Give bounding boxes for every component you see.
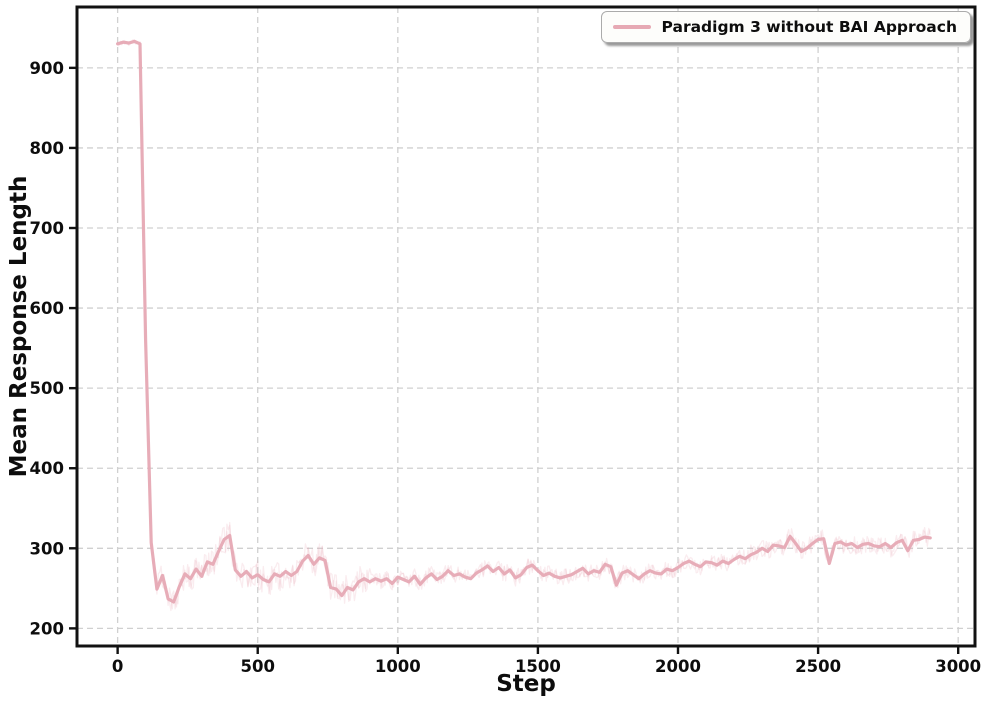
x-tick-label: 1000	[375, 657, 421, 676]
y-tick-label: 900	[30, 59, 64, 78]
y-tick-label: 500	[30, 379, 64, 398]
x-tick-label: 1500	[515, 657, 561, 676]
x-tick-label: 2000	[655, 657, 701, 676]
y-tick-label: 200	[30, 619, 64, 638]
raw-data-band	[117, 39, 931, 610]
x-tick-label: 500	[240, 657, 274, 676]
x-axis-label: Step	[496, 671, 556, 697]
legend: Paradigm 3 without BAI Approach	[600, 11, 971, 43]
y-tick-label: 700	[30, 219, 64, 238]
y-tick-label: 600	[30, 299, 64, 318]
x-tick-label: 3000	[935, 657, 981, 676]
plot-frame	[75, 5, 977, 648]
legend-label: Paradigm 3 without BAI Approach	[661, 18, 957, 36]
x-tick-label: 2500	[795, 657, 841, 676]
y-axis-label: Mean Response Length	[6, 175, 32, 478]
x-tick-label: 0	[112, 657, 123, 676]
y-tick-label: 400	[30, 459, 64, 478]
y-tick-label: 300	[30, 539, 64, 558]
raw-data-band	[117, 39, 931, 612]
legend-line-swatch	[612, 25, 651, 29]
series-line	[116, 39, 932, 604]
y-tick-label: 800	[30, 139, 64, 158]
